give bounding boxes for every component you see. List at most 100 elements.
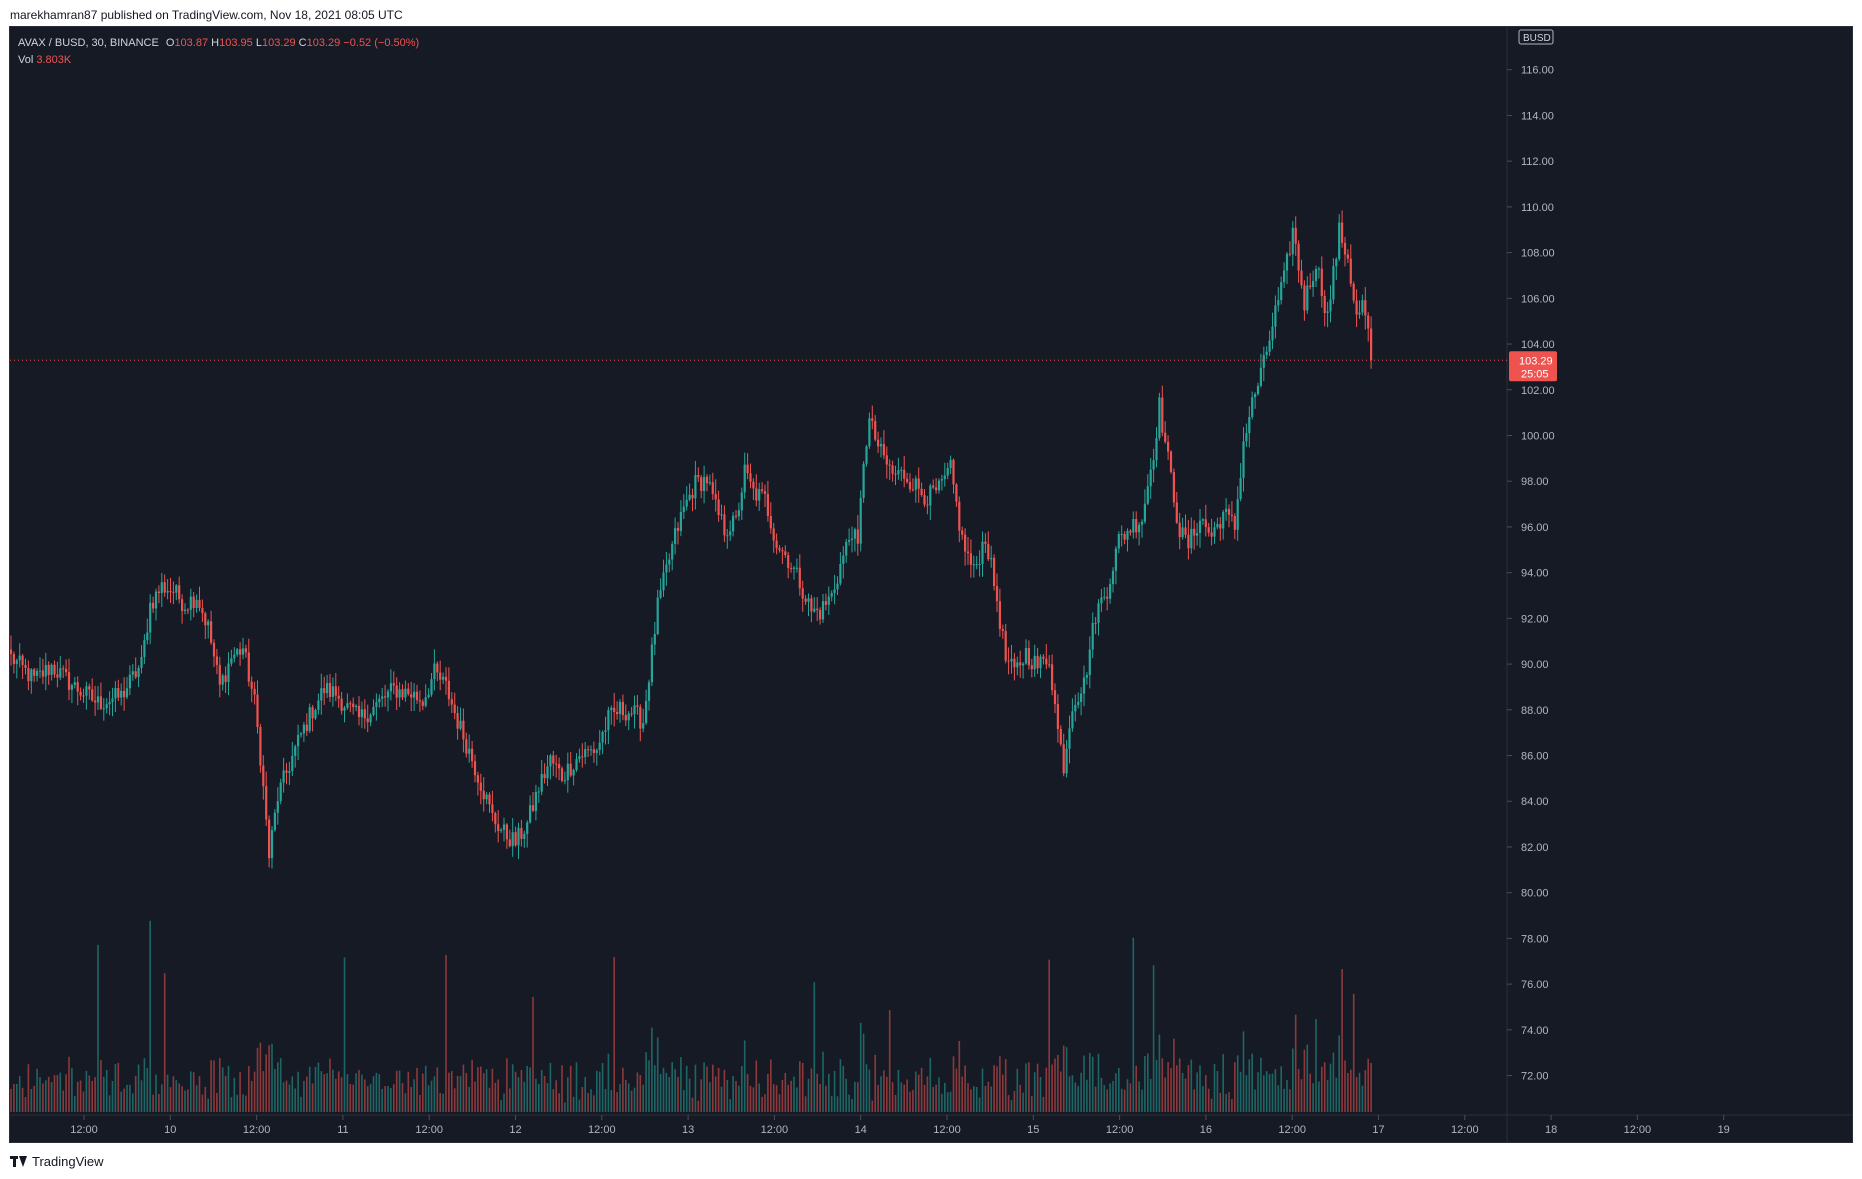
candle-body — [1167, 441, 1170, 452]
volume-bar — [1280, 1066, 1282, 1112]
volume-bar — [607, 1053, 610, 1112]
candle-body — [1227, 508, 1231, 515]
candle-body — [584, 749, 587, 758]
volume-bar — [1019, 1084, 1021, 1112]
candle-body — [940, 479, 943, 481]
candle-body — [1146, 486, 1149, 504]
candle-body — [236, 649, 239, 655]
volume-bar — [735, 1081, 737, 1112]
volume-bar — [999, 1056, 1001, 1112]
candle-body — [1065, 748, 1068, 774]
candle-body — [601, 731, 604, 743]
y-tick-label: 78.00 — [1521, 933, 1549, 945]
candle-body — [241, 648, 245, 655]
volume-bar — [416, 1067, 418, 1112]
volume-bar — [442, 1093, 444, 1112]
candle-body — [1262, 355, 1265, 368]
candle-body — [1225, 508, 1228, 512]
candle-body — [1149, 469, 1152, 487]
volume-bar — [1045, 1067, 1048, 1112]
volume-bar — [1315, 1018, 1317, 1112]
volume-bar — [248, 1066, 250, 1112]
volume-bar — [1002, 1074, 1004, 1112]
volume-bar — [1016, 1068, 1019, 1112]
y-tick-label: 76.00 — [1521, 979, 1549, 991]
volume-bar — [581, 1087, 584, 1112]
volume-bar — [801, 1062, 804, 1112]
volume-bar — [378, 1074, 381, 1112]
x-tick-label: 12:00 — [415, 1124, 443, 1136]
candle-body — [453, 704, 456, 714]
volume-bar — [1260, 1057, 1262, 1112]
candle-body — [1317, 268, 1320, 270]
volume-bar — [656, 1037, 659, 1112]
volume-bar — [636, 1072, 639, 1112]
volume-bar — [990, 1086, 992, 1112]
volume-bar — [143, 1058, 146, 1112]
volume-bar — [1161, 1058, 1164, 1112]
volume-bar — [190, 1071, 192, 1112]
candle-body — [491, 804, 494, 814]
candle-body — [131, 671, 134, 675]
candle-body — [1370, 328, 1373, 361]
candle-body — [1259, 367, 1262, 387]
volume-bar — [564, 1102, 566, 1112]
volume-bar — [21, 1087, 24, 1112]
candle-body — [123, 690, 126, 698]
volume-bar — [906, 1079, 908, 1112]
volume-bar — [558, 1093, 560, 1112]
volume-label[interactable]: Vol — [18, 54, 34, 66]
candle-body — [543, 774, 546, 779]
candle-body — [1343, 242, 1347, 255]
volume-bar — [538, 1083, 540, 1112]
candle-body — [1152, 460, 1155, 470]
candle-body — [1027, 648, 1030, 666]
volume-bar — [1294, 1014, 1297, 1112]
candle-body — [210, 621, 213, 643]
volume-bar — [1112, 1080, 1114, 1112]
volume-bar — [45, 1080, 47, 1112]
candle-body — [473, 761, 477, 776]
volume-bar — [619, 1084, 621, 1112]
candle-body — [552, 755, 555, 764]
candle-body — [616, 712, 619, 715]
candle-body — [1300, 270, 1303, 286]
candle-body — [447, 680, 450, 700]
candle-body — [581, 756, 584, 758]
volume-bar — [830, 1095, 833, 1112]
candle-body — [578, 756, 581, 760]
candle-body — [73, 682, 76, 685]
volume-bar — [134, 1075, 137, 1112]
symbol-label[interactable]: AVAX / BUSD, 30, BINANCE — [18, 37, 159, 49]
y-tick-label: 96.00 — [1521, 522, 1549, 534]
candle-body — [410, 694, 413, 698]
x-tick-label: 17 — [1372, 1124, 1384, 1136]
candle-body — [1181, 527, 1184, 538]
volume-bar — [1097, 1053, 1100, 1112]
footer-brand[interactable]: TradingView — [32, 1154, 104, 1169]
candle-body — [297, 734, 300, 747]
y-tick-label: 90.00 — [1521, 659, 1549, 671]
candle-body — [520, 827, 523, 839]
candle-body — [363, 709, 366, 719]
candle-body — [1335, 259, 1338, 267]
candle-body — [1033, 655, 1036, 670]
volume-bar — [1164, 1077, 1166, 1112]
volume-bar — [10, 1088, 12, 1112]
volume-bar — [419, 1095, 421, 1112]
chart-panel[interactable]: 72.00 74.00 76.00 78.00 80.00 82.00 84.00 86.00… — [9, 26, 1853, 1143]
volume-bar — [71, 1068, 73, 1112]
candle-body — [96, 696, 100, 703]
candlestick-chart[interactable]: 72.00 74.00 76.00 78.00 80.00 82.00 84.00 86.00… — [10, 27, 1852, 1142]
candle-body — [1329, 299, 1332, 312]
volume-bar — [422, 1073, 424, 1112]
candle-body — [848, 539, 851, 542]
volume-bar — [935, 1084, 937, 1112]
candle-body — [653, 634, 656, 645]
candle-body — [908, 482, 912, 490]
volume-bar — [758, 1083, 760, 1112]
volume-bar — [424, 1065, 427, 1112]
candle-body — [207, 621, 210, 626]
candle-body — [302, 724, 305, 734]
candle-body — [436, 663, 439, 673]
